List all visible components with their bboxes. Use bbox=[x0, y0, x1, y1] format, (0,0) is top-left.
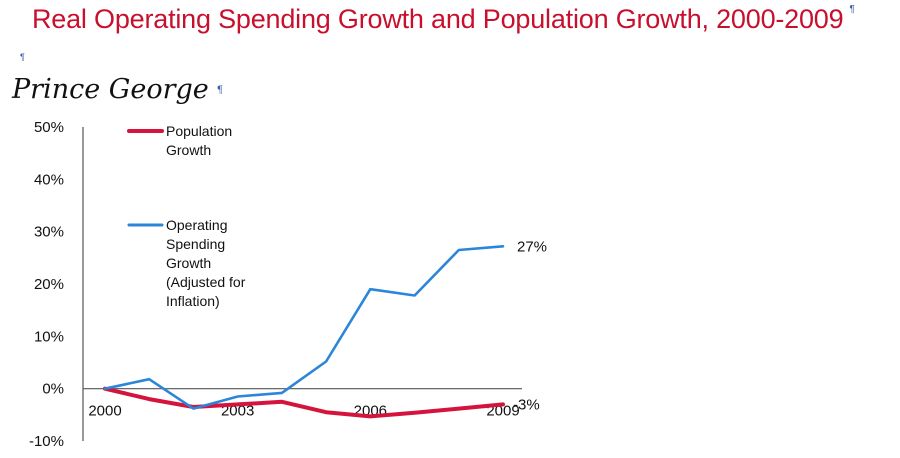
pilcrow-mark-empty-line: ¶ bbox=[20, 52, 25, 62]
y-tick-label: 50% bbox=[34, 119, 64, 136]
series-line-operating-spending-growth bbox=[103, 245, 505, 410]
pilcrow-mark-subtitle: ¶ bbox=[216, 85, 224, 96]
legend-label: (Adjusted for bbox=[166, 274, 246, 290]
x-tick-label: 2003 bbox=[221, 403, 254, 420]
chart-title: Real Operating Spending Growth and Popul… bbox=[32, 4, 855, 35]
legend-label: Growth bbox=[166, 142, 211, 158]
series-line-population-growth bbox=[103, 386, 505, 419]
y-tick-label: -10% bbox=[29, 433, 64, 450]
legend-label: Population bbox=[166, 123, 232, 139]
chart-title-text: Real Operating Spending Growth and Popul… bbox=[32, 4, 844, 34]
end-value-label: -3% bbox=[513, 397, 540, 414]
x-tick-label: 2000 bbox=[88, 403, 121, 420]
y-tick-label: 10% bbox=[34, 328, 64, 345]
y-tick-label: 40% bbox=[34, 171, 64, 188]
pilcrow-mark: ¶ bbox=[849, 4, 855, 15]
chart-subtitle-text: Prince George bbox=[12, 74, 209, 105]
chart-subtitle: Prince George ¶ bbox=[12, 74, 223, 105]
y-tick-label: 20% bbox=[34, 276, 64, 293]
y-tick-label: 0% bbox=[42, 381, 64, 398]
legend-label: Operating bbox=[166, 217, 227, 233]
legend-label: Spending bbox=[166, 236, 225, 252]
end-value-label: 27% bbox=[517, 238, 547, 255]
y-tick-label: 30% bbox=[34, 224, 64, 241]
legend-label: Growth bbox=[166, 255, 211, 271]
legend-label: Inflation) bbox=[166, 293, 220, 309]
